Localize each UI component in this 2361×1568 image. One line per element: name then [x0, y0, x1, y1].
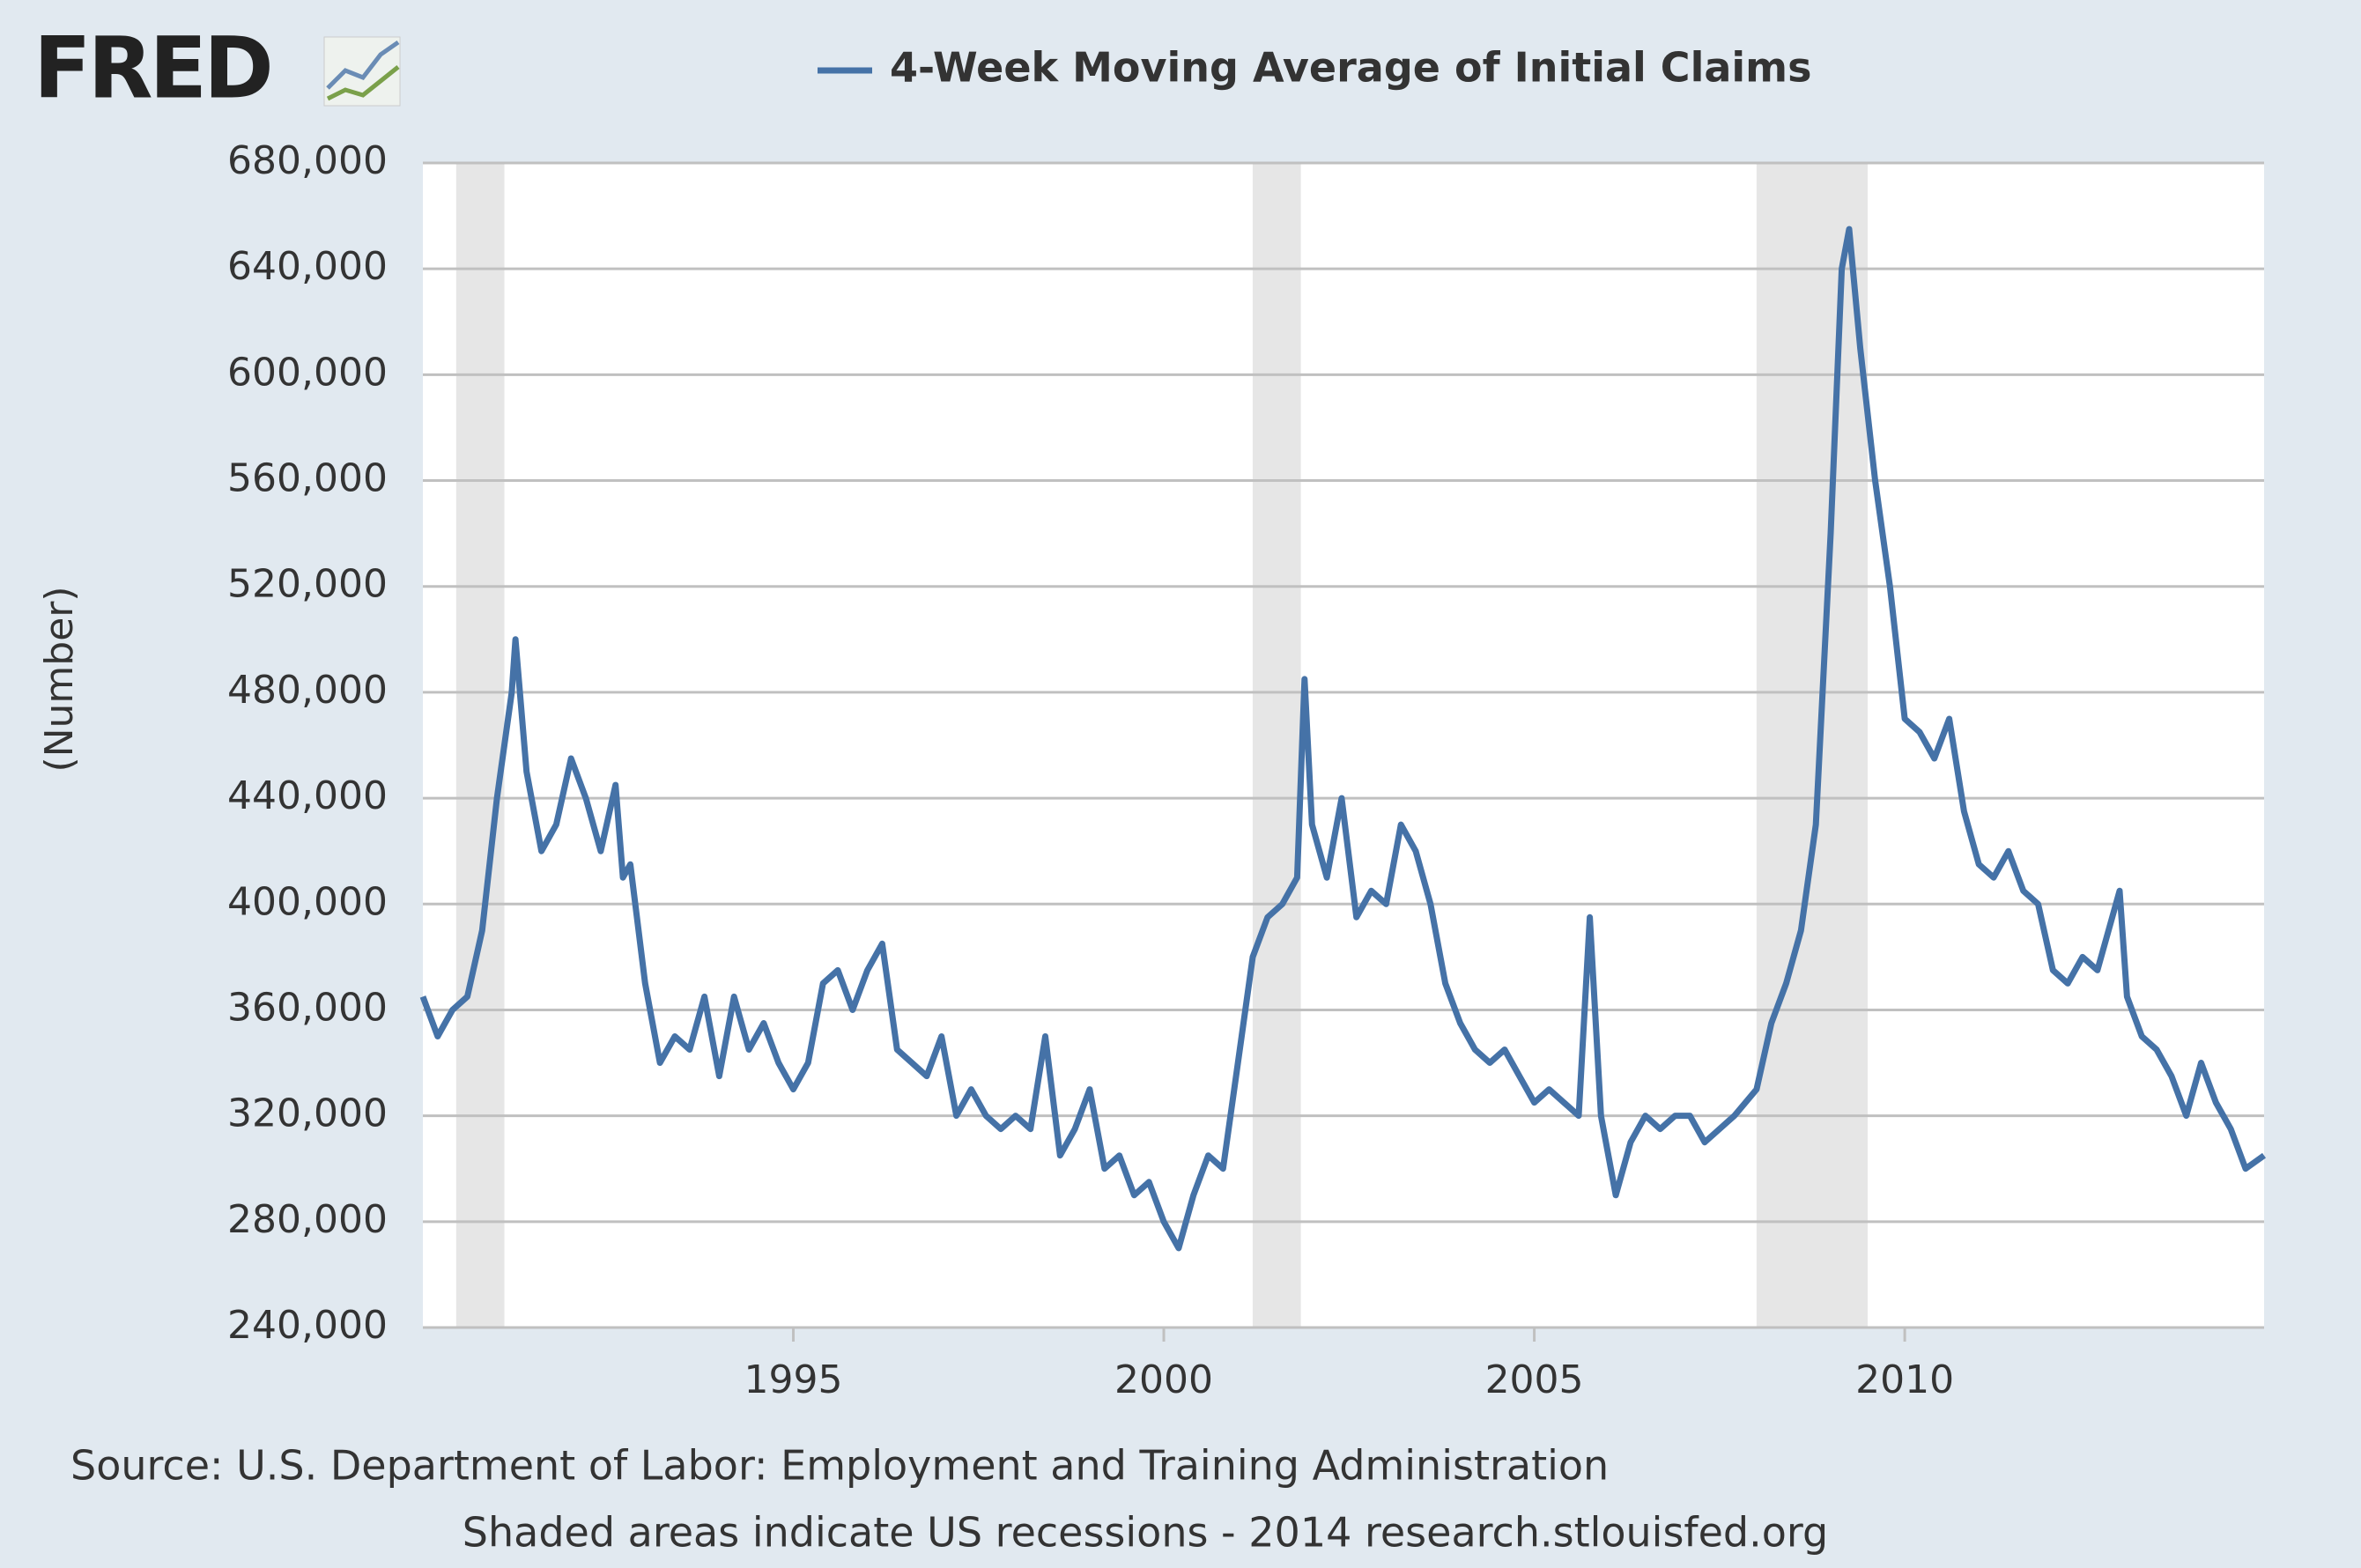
recession-band: [455, 163, 505, 1328]
x-tick-label: 2000: [1114, 1357, 1213, 1402]
y-tick-label: 560,000: [227, 456, 388, 501]
y-tick-label: 520,000: [227, 562, 388, 607]
y-tick-label: 400,000: [227, 879, 388, 924]
y-axis-label: (Number): [37, 586, 82, 772]
source: Source: U.S. Department of Labor: Employ…: [70, 1442, 1609, 1490]
legend-label: 4-Week Moving Average of Initial Claims: [890, 44, 1811, 92]
x-tick-label: 2010: [1855, 1357, 1954, 1402]
series-line: [419, 226, 2267, 1252]
x-tick-label: 1995: [744, 1357, 843, 1402]
x-tick-label: 2005: [1485, 1357, 1584, 1402]
y-tick-label: 360,000: [227, 985, 388, 1030]
y-tick-label: 320,000: [227, 1091, 388, 1136]
y-tick-label: 600,000: [227, 350, 388, 395]
logo-icon: [323, 36, 401, 107]
recession-band: [1252, 163, 1301, 1328]
plot-area: [423, 163, 2264, 1328]
y-tick-label: 240,000: [227, 1303, 388, 1348]
y-tick-label: 280,000: [227, 1197, 388, 1242]
y-tick-label: 680,000: [227, 138, 388, 183]
recession-band: [1756, 163, 1869, 1328]
y-tick-label: 480,000: [227, 668, 388, 713]
y-tick-label: 640,000: [227, 244, 388, 289]
logo: FRED: [33, 18, 270, 117]
note: Shaded areas indicate US recessions - 20…: [463, 1509, 1828, 1557]
y-tick-label: 440,000: [227, 773, 388, 818]
